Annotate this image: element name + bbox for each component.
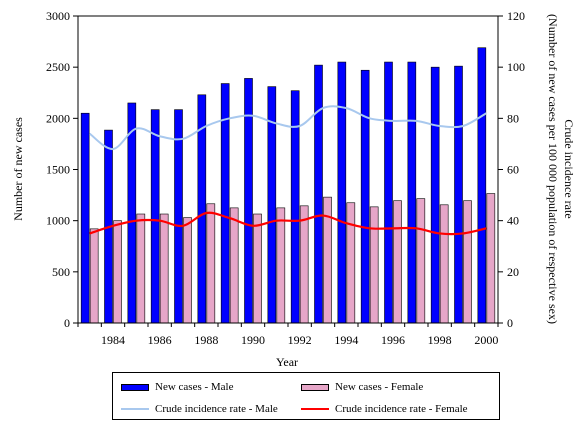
legend-item-male-rate: Crude incidence rate - Male xyxy=(121,402,278,416)
legend-swatch xyxy=(121,408,149,410)
y-tick-label: 2000 xyxy=(46,111,70,125)
legend-label: New cases - Male xyxy=(155,381,234,393)
axes-layer: 0 500 1000 1500 2000 2500 3000 0 20 40 60 80 100 120 1… xyxy=(46,9,525,347)
bar-male-1993 xyxy=(314,64,323,324)
y-tick-label: 2500 xyxy=(46,60,70,74)
bar-female-1997 xyxy=(416,198,426,324)
bar-female-1994 xyxy=(346,202,356,324)
y2-axis-label-line1: Crude incidence rate xyxy=(562,119,576,218)
y-tick-label: 1000 xyxy=(46,214,70,228)
bar-male-1994 xyxy=(337,61,347,324)
y2-tick-label: 60 xyxy=(507,163,519,177)
bar-male-1998 xyxy=(430,66,440,324)
y-tick-label: 0 xyxy=(64,316,70,330)
bar-male-1987 xyxy=(174,109,183,324)
bar-female-1988 xyxy=(206,203,216,324)
y-tick-label: 3000 xyxy=(46,9,70,23)
bar-female-1989 xyxy=(229,207,239,324)
bar-female-1996 xyxy=(393,200,402,324)
x-tick-label: 1994 xyxy=(334,333,358,347)
legend: New cases - Male New cases - Female Crud… xyxy=(112,372,500,420)
bar-male-1986 xyxy=(150,109,160,324)
bar-female-1990 xyxy=(253,213,262,324)
x-tick-label: 1986 xyxy=(148,333,172,347)
bar-male-1997 xyxy=(407,61,417,324)
bar-female-1998 xyxy=(439,204,449,324)
x-tick-label: 1990 xyxy=(241,333,265,347)
bar-female-1992 xyxy=(299,205,309,324)
bar-female-1985 xyxy=(136,213,146,324)
x-tick-label: 2000 xyxy=(474,333,498,347)
legend-swatch xyxy=(121,383,149,391)
bar-female-1999 xyxy=(463,200,472,324)
y2-tick-label: 40 xyxy=(507,214,519,228)
bar-male-2000 xyxy=(477,47,487,324)
bar-female-1986 xyxy=(159,213,169,324)
bar-male-1985 xyxy=(127,102,137,324)
x-tick-label: 1988 xyxy=(194,333,218,347)
legend-label: Crude incidence rate - Male xyxy=(155,403,278,415)
lines-layer xyxy=(89,105,487,236)
x-axis-label: Year xyxy=(276,355,298,369)
legend-label: New cases - Female xyxy=(335,381,424,393)
y2-tick-label: 120 xyxy=(507,9,525,23)
y2-tick-label: 0 xyxy=(507,316,513,330)
legend-swatch xyxy=(301,383,329,391)
bar-male-1983 xyxy=(80,112,90,324)
legend-item-male-bars: New cases - Male xyxy=(121,380,234,394)
y2-tick-label: 80 xyxy=(507,111,519,125)
legend-label: Crude incidence rate - Female xyxy=(335,403,468,415)
y-axis-label: Number of new cases xyxy=(11,117,25,221)
bar-female-1984 xyxy=(113,220,122,324)
x-tick-label: 1996 xyxy=(381,333,405,347)
bar-female-1983 xyxy=(89,228,99,324)
bar-male-1995 xyxy=(360,69,370,324)
bar-female-1995 xyxy=(369,206,379,324)
x-tick-label: 1992 xyxy=(288,333,312,347)
bar-female-1991 xyxy=(276,207,286,324)
y2-tick-label: 100 xyxy=(507,60,525,74)
line-rate-male xyxy=(89,105,487,151)
bar-female-1987 xyxy=(183,217,192,324)
y-tick-label: 1500 xyxy=(46,163,70,177)
bar-female-2000 xyxy=(486,193,496,324)
bars-layer xyxy=(80,47,496,324)
x-tick-label: 1998 xyxy=(428,333,452,347)
legend-item-female-rate: Crude incidence rate - Female xyxy=(301,402,468,416)
y2-tick-label: 20 xyxy=(507,265,519,279)
y-tick-label: 500 xyxy=(52,265,70,279)
bar-male-1996 xyxy=(384,61,393,324)
x-tick-label: 1984 xyxy=(101,333,125,347)
legend-item-female-bars: New cases - Female xyxy=(301,380,423,394)
bar-male-1999 xyxy=(454,65,463,324)
line-rate-female xyxy=(89,211,487,236)
y2-axis-label-line2: (Number of new cases per 100 000 populat… xyxy=(546,14,560,324)
legend-swatch xyxy=(301,408,329,410)
